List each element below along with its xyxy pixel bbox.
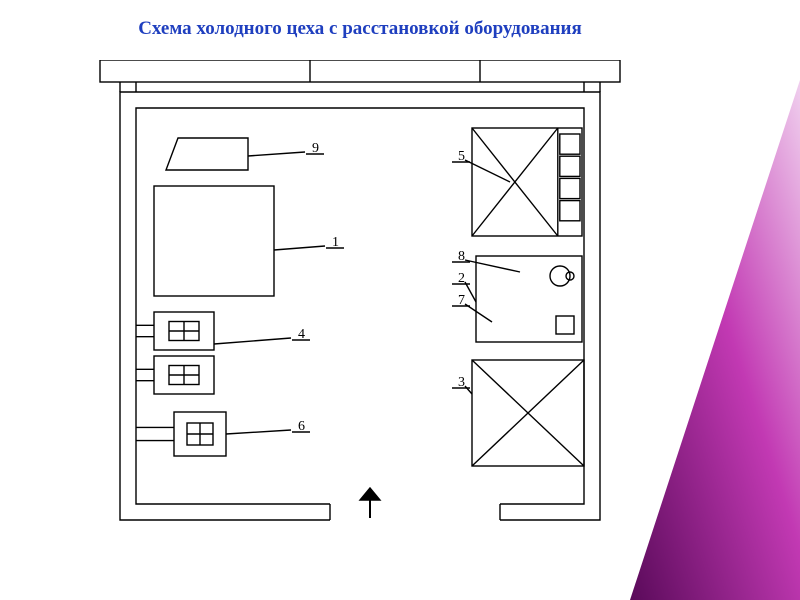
svg-text:6: 6 (298, 419, 305, 434)
svg-text:4: 4 (298, 327, 305, 342)
floor-plan: 9 1 4 6 5 8 2 7 3 (80, 60, 640, 540)
svg-text:5: 5 (458, 149, 465, 164)
svg-text:8: 8 (458, 249, 465, 264)
title-text: Схема холодного цеха с расстановкой обор… (138, 18, 582, 39)
svg-text:7: 7 (458, 293, 465, 308)
slide: { "title": { "text": "Схема холодного це… (0, 0, 800, 600)
page-title: Схема холодного цеха с расстановкой обор… (0, 18, 720, 40)
svg-text:9: 9 (312, 141, 319, 156)
svg-text:2: 2 (458, 271, 465, 286)
svg-text:1: 1 (332, 235, 339, 250)
svg-text:3: 3 (458, 375, 465, 390)
